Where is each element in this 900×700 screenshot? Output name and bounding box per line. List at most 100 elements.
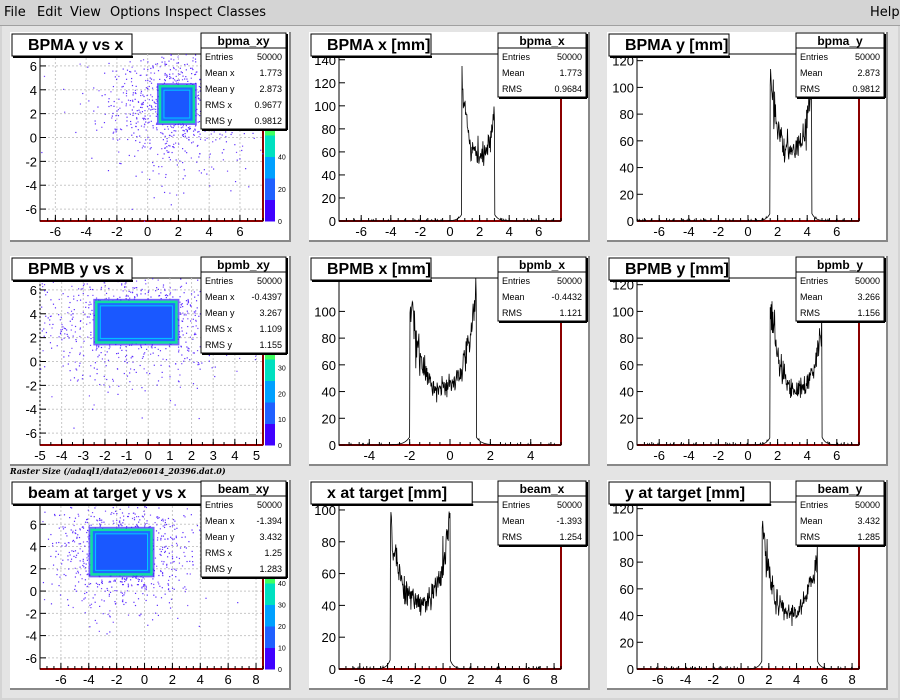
x-tick-label: 6 xyxy=(833,448,840,463)
stats-name: beam_xy xyxy=(218,482,270,496)
menu-classes[interactable]: Classes xyxy=(217,5,266,20)
stats-value: 1.121 xyxy=(559,308,582,318)
y-tick-label: 0 xyxy=(329,214,336,229)
stats-value: 3.432 xyxy=(259,532,282,542)
stats-label: Mean x xyxy=(205,292,235,302)
chart-title: BPMB x [mm] xyxy=(327,261,431,278)
stats-value: 2.873 xyxy=(857,68,880,78)
palette-band xyxy=(265,402,275,424)
x-tick-label: -2 xyxy=(111,672,123,687)
stats-label: RMS x xyxy=(205,324,233,334)
stats-value: 50000 xyxy=(257,500,282,510)
x-tick-label: 6 xyxy=(523,672,530,687)
x-tick-label: -2 xyxy=(713,224,725,239)
beam-spot-core xyxy=(99,305,173,339)
palette-label: 0 xyxy=(278,219,282,226)
y-tick-label: 6 xyxy=(30,517,37,532)
stats-label: Mean y xyxy=(205,84,235,94)
menu-bar: File Edit View Options Inspect Classes H… xyxy=(0,0,900,26)
palette-band xyxy=(265,178,275,200)
y-tick-label: 120 xyxy=(314,76,336,91)
menu-help[interactable]: Help xyxy=(870,5,900,20)
x-tick-label: 4 xyxy=(793,672,800,687)
pad-bpma_y[interactable]: -6 -4 -2 0 2 4 6 0 20 40 60 80 100 120 BPMA y [mm] bpma… xyxy=(607,32,888,242)
y-tick-label: -2 xyxy=(25,378,37,393)
stats-label: RMS xyxy=(502,532,522,542)
stats-value: 0.9684 xyxy=(554,84,582,94)
x-tick-label: 8 xyxy=(848,672,855,687)
stats-box xyxy=(795,32,885,98)
x-tick-label: 6 xyxy=(236,224,243,239)
x-tick-label: 6 xyxy=(535,224,542,239)
histogram-line xyxy=(637,520,859,671)
palette-label: 40 xyxy=(278,155,286,162)
chart-bpmb_xy: -5-4-3-2-1012345-6-4-20246010203040BPMB … xyxy=(10,256,291,466)
pad-bpma_x[interactable]: -6 -4 -2 0 2 4 6 0 20 40 60 80 100 120 140 BPMA x [mm] b… xyxy=(309,32,590,242)
pad-bpmb_x[interactable]: -4 -2 0 2 4 0 20 40 60 80 100 BPMB x [mm] bpmb_x Entr… xyxy=(309,256,590,466)
y-tick-label: 80 xyxy=(322,122,336,137)
pad-beam_x[interactable]: -6 -4 -2 0 2 4 6 8 0 20 40 60 80 100 x at target [mm] b… xyxy=(309,480,590,690)
stats-label: Entries xyxy=(800,52,829,62)
stats-value: -0.4397 xyxy=(251,292,282,302)
stats-label: Entries xyxy=(800,500,829,510)
pad-bpmb_xy[interactable]: -5-4-3-2-1012345-6-4-20246010203040BPMB … xyxy=(10,256,291,466)
x-tick-label: 4 xyxy=(495,672,502,687)
x-tick-label: -6 xyxy=(652,672,664,687)
y-tick-label: 80 xyxy=(620,107,634,122)
y-tick-label: 2 xyxy=(30,562,37,577)
stats-value: 50000 xyxy=(855,52,880,62)
stats-label: Entries xyxy=(502,500,531,510)
stats-box xyxy=(200,32,287,130)
y-tick-label: 60 xyxy=(620,134,634,149)
y-tick-label: -6 xyxy=(25,426,37,441)
chart-title: BPMA x [mm] xyxy=(327,37,430,54)
menu-view[interactable]: View xyxy=(70,5,101,20)
stats-label: Mean xyxy=(800,292,823,302)
raster-caption: Raster Size (/adaql1/data2/e06014_20396.… xyxy=(10,466,226,476)
menu-inspect[interactable]: Inspect xyxy=(165,5,213,20)
y-tick-label: 20 xyxy=(322,411,336,426)
pad-bpmb_y[interactable]: -6 -4 -2 0 2 4 6 0 20 40 60 80 100 120 BPMB y [mm] bpmb… xyxy=(607,256,888,466)
x-tick-label: 3 xyxy=(210,448,217,463)
stats-value: 1.773 xyxy=(259,68,282,78)
pad-beam_y[interactable]: -6 -4 -2 0 2 4 6 8 0 20 40 60 80 100 120 y at target [m… xyxy=(607,480,888,690)
y-tick-label: 2 xyxy=(30,107,37,122)
menu-file[interactable]: File xyxy=(4,5,26,20)
palette-label: 10 xyxy=(278,646,286,653)
y-tick-label: 4 xyxy=(30,83,37,98)
x-tick-label: -6 xyxy=(50,224,62,239)
x-tick-label: 0 xyxy=(744,448,751,463)
x-tick-label: -2 xyxy=(111,224,123,239)
stats-label: RMS xyxy=(800,532,820,542)
x-tick-label: 1 xyxy=(166,448,173,463)
menu-edit[interactable]: Edit xyxy=(37,5,63,20)
stats-value: 1.773 xyxy=(559,68,582,78)
y-tick-label: 0 xyxy=(30,355,37,370)
x-tick-label: 0 xyxy=(145,448,152,463)
x-tick-label: 4 xyxy=(506,224,513,239)
y-tick-label: 80 xyxy=(322,331,336,346)
x-tick-label: 2 xyxy=(169,672,176,687)
stats-label: RMS y xyxy=(205,116,233,126)
stats-value: -1.393 xyxy=(556,516,582,526)
stats-value: 50000 xyxy=(557,52,582,62)
y-tick-label: 0 xyxy=(627,662,634,677)
stats-value: 1.155 xyxy=(259,340,282,350)
stats-label: Mean xyxy=(502,516,525,526)
y-tick-label: 60 xyxy=(620,358,634,373)
menu-options[interactable]: Options xyxy=(110,5,161,20)
stats-label: Entries xyxy=(502,276,531,286)
y-tick-label: 100 xyxy=(612,80,634,95)
x-tick-label: 6 xyxy=(833,224,840,239)
stats-name: beam_y xyxy=(818,482,863,496)
histogram-line xyxy=(339,277,562,447)
y-tick-label: 60 xyxy=(322,145,336,160)
stats-name: bpma_x xyxy=(519,34,565,48)
x-tick-label: 4 xyxy=(206,224,213,239)
x-tick-label: 2 xyxy=(175,224,182,239)
y-tick-label: 0 xyxy=(30,131,37,146)
